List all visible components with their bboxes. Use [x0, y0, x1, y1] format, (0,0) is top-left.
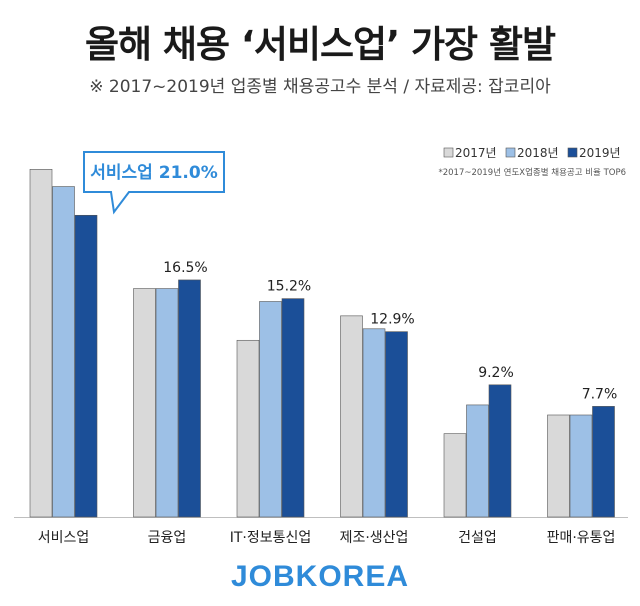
legend-label: 2019년 [579, 146, 621, 160]
x-tick-label: 판매·유통업 [547, 530, 616, 546]
bar [74, 214, 98, 518]
legend-swatch [443, 147, 454, 158]
legend-swatch [505, 147, 516, 158]
legend-swatch [567, 147, 578, 158]
bar [362, 328, 386, 518]
chart-title: 올해 채용 ‘서비스업’ 가장 활발 [84, 23, 556, 66]
bar [178, 279, 201, 518]
legend-label: 2017년 [455, 146, 497, 160]
bar [29, 169, 53, 518]
data-label: 9.2% [478, 365, 514, 381]
data-label: 16.5% [163, 260, 207, 276]
bar [52, 186, 75, 518]
x-tick-label: 금융업 [148, 530, 187, 546]
bar [133, 288, 156, 518]
data-label: 7.7% [582, 386, 618, 402]
data-label: 15.2% [267, 279, 311, 295]
bar [466, 404, 489, 518]
x-tick-label: IT·정보통신업 [230, 530, 312, 546]
callout-label: 서비스업 21.0% [90, 163, 217, 183]
bar [259, 301, 282, 518]
legend-label: 2018년 [517, 146, 559, 160]
bar [385, 331, 408, 518]
x-tick-label: 제조·생산업 [340, 530, 409, 546]
bar [155, 288, 179, 518]
x-tick-label: 건설업 [458, 530, 497, 546]
bar [281, 298, 305, 518]
bar [569, 414, 593, 518]
bar [488, 384, 512, 518]
chart-subtitle: ※ 2017~2019년 업종별 채용공고수 분석 / 자료제공: 잡코리아 [89, 77, 551, 97]
callout-bubble [83, 151, 225, 215]
bar [340, 315, 363, 518]
bar [592, 406, 615, 518]
x-tick-label: 서비스업 [38, 530, 90, 546]
chart-note: *2017~2019년 연도X업종별 채용공고 비율 TOP6 [438, 167, 626, 178]
jobkorea-logo: JOBKOREA [230, 560, 410, 593]
bar [236, 339, 260, 518]
bar [547, 414, 570, 518]
data-label: 12.9% [370, 312, 414, 328]
bar [443, 433, 467, 518]
